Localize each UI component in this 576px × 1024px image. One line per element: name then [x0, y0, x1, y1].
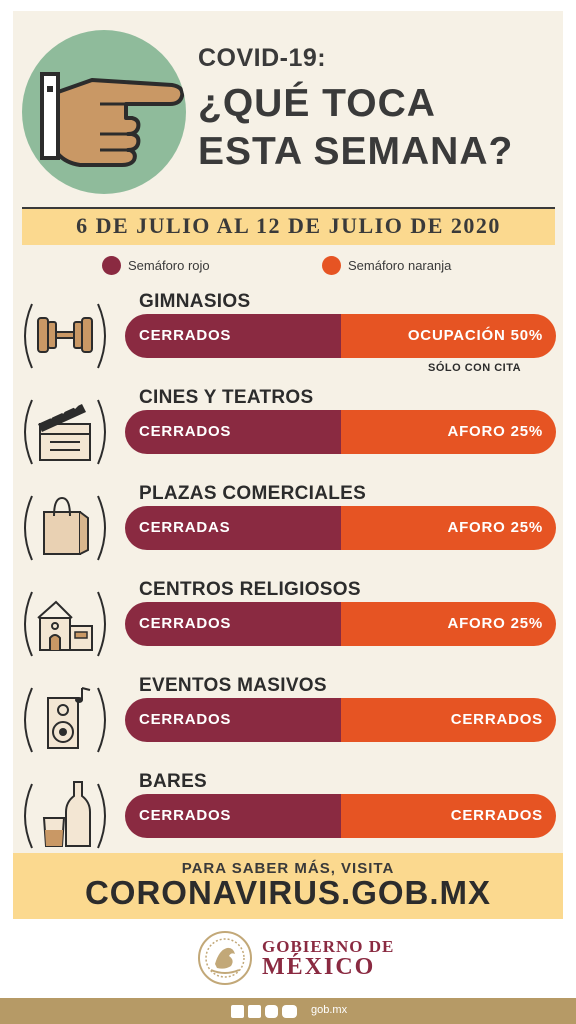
clapperboard-icon: [20, 396, 110, 468]
pointing-hand-icon: [22, 30, 186, 194]
status-red: CERRADOS: [139, 807, 232, 824]
status-bar-eventos: CERRADOS CERRADOS: [125, 698, 556, 742]
legend-red-label: Semáforo rojo: [128, 258, 210, 273]
mexico-label: MÉXICO: [262, 954, 376, 980]
status-red: CERRADOS: [139, 423, 232, 440]
gobierno-de-label: GOBIERNO DE: [262, 937, 395, 956]
legend-red-dot: [102, 256, 121, 275]
row-title-plazas: PLAZAS COMERCIALES: [139, 483, 367, 504]
status-bar-cines: CERRADOS AFORO 25%: [125, 410, 556, 454]
status-bar-gimnasios: CERRADOS OCUPACIÓN 50%: [125, 314, 556, 358]
status-orange: AFORO 25%: [447, 615, 543, 632]
status-orange: OCUPACIÓN 50%: [407, 327, 543, 344]
shopping-bag-icon: [20, 492, 110, 564]
status-orange: AFORO 25%: [447, 519, 543, 536]
row-title-cines: CINES Y TEATROS: [139, 387, 314, 408]
footer-band: [13, 853, 563, 919]
status-red: CERRADOS: [139, 711, 232, 728]
date-range: 6 DE JULIO AL 12 DE JULIO DE 2020: [76, 213, 501, 238]
status-bar-plazas: CERRADAS AFORO 25%: [125, 506, 556, 550]
mexico-seal-icon: [197, 930, 253, 986]
status-red: CERRADOS: [139, 327, 232, 344]
row-title-bares: BARES: [139, 771, 208, 792]
site-link[interactable]: gob.mx: [311, 1004, 348, 1016]
status-red: CERRADOS: [139, 615, 232, 632]
legend-orange-label: Semáforo naranja: [348, 258, 452, 273]
title-line-1: ¿QUÉ TOCA: [198, 82, 436, 125]
row-title-gimnasios: GIMNASIOS: [139, 291, 251, 312]
footer-visit-text: PARA SABER MÁS, VISITA: [181, 860, 395, 877]
twitter-icon[interactable]: [248, 1005, 261, 1018]
status-red: CERRADAS: [139, 519, 231, 536]
status-orange: CERRADOS: [450, 807, 543, 824]
facebook-icon[interactable]: [231, 1005, 244, 1018]
row-title-centros: CENTROS RELIGIOSOS: [139, 579, 361, 600]
dumbbell-icon: [20, 300, 110, 372]
date-band: 6 DE JULIO AL 12 DE JULIO DE 2020: [22, 207, 555, 245]
title-covid: COVID-19:: [198, 44, 327, 72]
note-solo-con-cita: SÓLO CON CITA: [428, 362, 522, 374]
row-title-eventos: EVENTOS MASIVOS: [139, 675, 327, 696]
bottle-glass-icon: [20, 780, 110, 852]
building-icon: [20, 588, 110, 660]
status-orange: AFORO 25%: [447, 423, 543, 440]
status-bar-bares: CERRADOS CERRADOS: [125, 794, 556, 838]
speaker-icon: [20, 684, 110, 756]
footer-url-link[interactable]: CORONAVIRUS.GOB.MX: [84, 874, 492, 911]
instagram-icon[interactable]: [265, 1005, 278, 1018]
status-orange: CERRADOS: [450, 711, 543, 728]
youtube-icon[interactable]: [282, 1005, 297, 1018]
status-bar-centros: CERRADOS AFORO 25%: [125, 602, 556, 646]
legend-orange-dot: [322, 256, 341, 275]
title-line-2: ESTA SEMANA?: [198, 130, 514, 173]
